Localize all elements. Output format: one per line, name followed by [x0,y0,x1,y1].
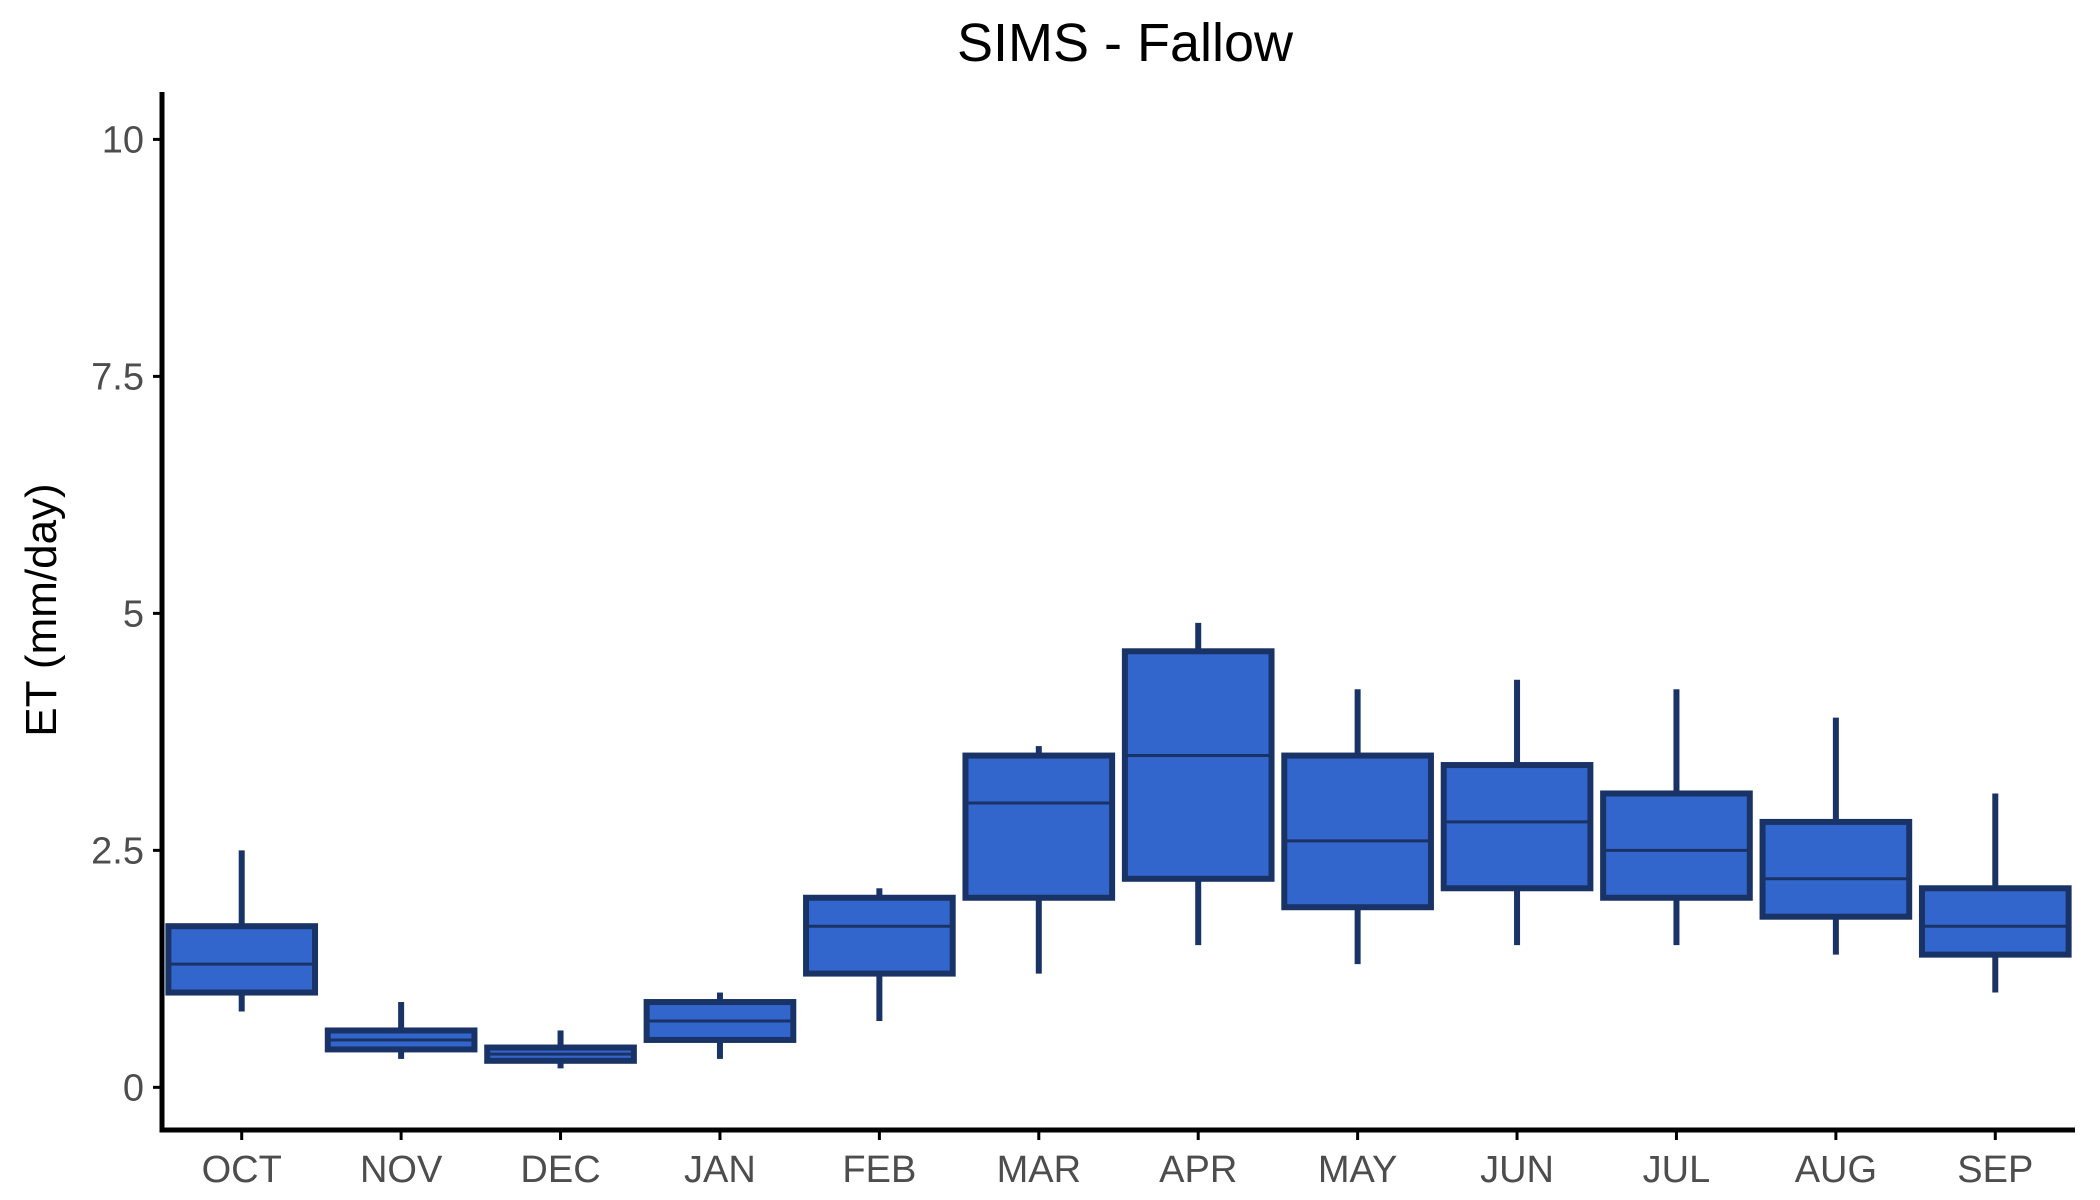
box-jul [1600,689,1753,946]
box-jan [643,992,797,1059]
x-tick-label-aug: AUG [1795,1149,1877,1191]
x-tick-label-jul: JUL [1643,1149,1711,1191]
box-apr [1121,622,1275,946]
boxes-group [165,622,2072,1069]
y-tick-label-4: 10 [102,119,144,161]
axes-group: 0 2.5 5 7.5 10 OCT NOV DEC JAN FEB MAR APR MAY JUN JUL… [91,92,2075,1191]
x-tick-label-sep: SEP [1957,1149,2033,1191]
y-tick-label-3: 7.5 [91,356,144,398]
box-jun [1440,679,1594,946]
y-tick-label-0: 0 [123,1067,144,1109]
y-tick-label-2: 5 [123,593,144,635]
box-body-jul [1600,790,1753,901]
y-axis-label: ET (mm/day) [17,483,66,736]
box-body-aug [1759,818,1913,920]
box-body-apr [1121,648,1275,882]
box-body-oct [165,923,319,996]
box-body-sep [1918,885,2072,958]
box-body-mar [962,752,1116,901]
box-body-may [1281,752,1434,911]
box-mar [962,746,1116,974]
box-aug [1759,717,1913,955]
box-feb [803,888,956,1021]
x-tick-label-apr: APR [1159,1149,1237,1191]
box-body-jun [1440,762,1594,892]
x-tick-label-jun: JUN [1480,1149,1554,1191]
y-tick-label-1: 2.5 [91,830,144,872]
x-tick-label-nov: NOV [360,1149,443,1191]
x-tick-label-dec: DEC [520,1149,600,1191]
x-tick-label-jan: JAN [684,1149,756,1191]
chart-title: SIMS - Fallow [957,13,1294,73]
x-tick-label-mar: MAR [997,1149,1081,1191]
box-may [1281,689,1434,965]
box-oct [165,850,319,1012]
box-dec [484,1030,637,1069]
x-tick-label-oct: OCT [202,1149,282,1191]
box-nov [324,1002,478,1059]
x-tick-label-feb: FEB [842,1149,916,1191]
box-sep [1918,793,2072,993]
x-tick-label-may: MAY [1318,1149,1398,1191]
box-body-feb [803,894,956,977]
